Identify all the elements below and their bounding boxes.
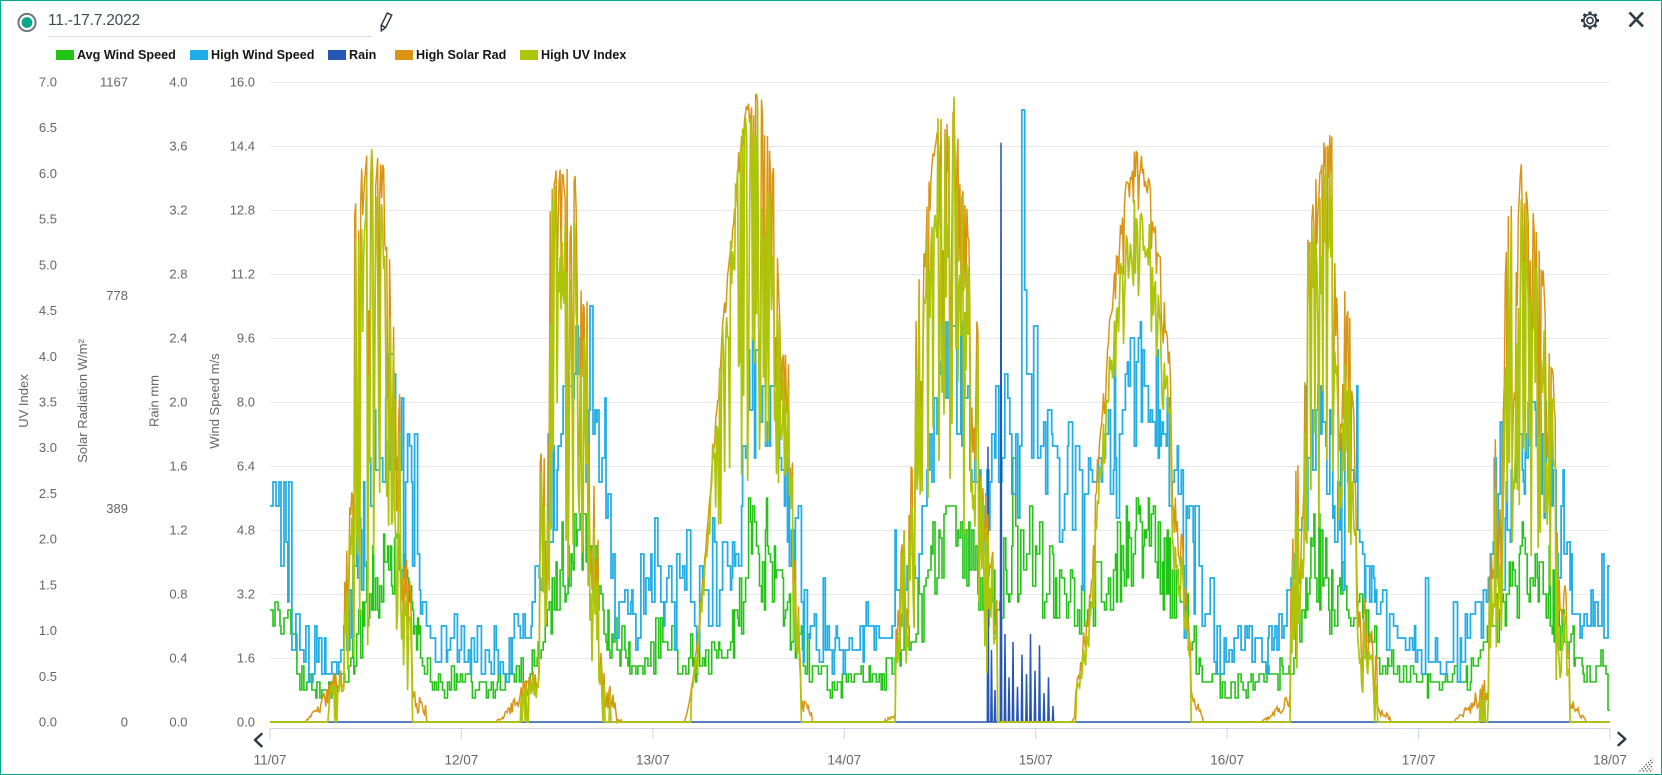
svg-text:389: 389 [106, 501, 128, 516]
svg-text:0.4: 0.4 [169, 651, 187, 666]
svg-text:4.8: 4.8 [237, 523, 255, 538]
svg-text:13/07: 13/07 [636, 753, 670, 768]
svg-text:0: 0 [121, 715, 128, 730]
svg-text:11.2: 11.2 [231, 267, 255, 282]
svg-text:12/07: 12/07 [445, 753, 479, 768]
svg-text:2.0: 2.0 [169, 395, 187, 410]
svg-text:4.0: 4.0 [39, 349, 57, 364]
svg-text:0.0: 0.0 [39, 715, 57, 730]
svg-text:12.8: 12.8 [230, 203, 255, 218]
svg-text:2.8: 2.8 [169, 267, 187, 282]
svg-text:15/07: 15/07 [1019, 753, 1053, 768]
svg-text:14/07: 14/07 [827, 753, 861, 768]
svg-text:11/07: 11/07 [254, 753, 287, 768]
svg-text:18/07: 18/07 [1593, 753, 1627, 768]
svg-text:3.2: 3.2 [237, 587, 255, 602]
svg-text:4.0: 4.0 [169, 75, 187, 90]
svg-text:6.5: 6.5 [39, 120, 57, 135]
svg-text:1.6: 1.6 [237, 651, 255, 666]
svg-text:5.0: 5.0 [39, 257, 57, 272]
svg-text:2.4: 2.4 [169, 331, 187, 346]
svg-text:4.5: 4.5 [39, 303, 57, 318]
svg-text:6.0: 6.0 [39, 166, 57, 181]
svg-text:9.6: 9.6 [237, 331, 255, 346]
svg-text:3.5: 3.5 [39, 395, 57, 410]
svg-text:14.4: 14.4 [230, 139, 255, 154]
svg-text:0.0: 0.0 [237, 715, 255, 730]
svg-text:5.5: 5.5 [39, 212, 57, 227]
svg-text:16.0: 16.0 [230, 75, 255, 90]
svg-text:2.0: 2.0 [39, 532, 57, 547]
svg-text:1.0: 1.0 [39, 623, 57, 638]
svg-text:17/07: 17/07 [1402, 753, 1436, 768]
svg-text:1.2: 1.2 [169, 523, 187, 538]
svg-text:Solar Radiation W/m²: Solar Radiation W/m² [75, 339, 90, 463]
svg-text:Rain mm: Rain mm [146, 375, 161, 427]
svg-text:UV Index: UV Index [16, 374, 31, 428]
svg-text:16/07: 16/07 [1210, 753, 1244, 768]
svg-text:3.2: 3.2 [169, 203, 187, 218]
svg-text:7.0: 7.0 [39, 75, 57, 90]
svg-text:8.0: 8.0 [237, 395, 255, 410]
svg-text:1.5: 1.5 [39, 577, 57, 592]
svg-text:0.0: 0.0 [169, 715, 187, 730]
svg-text:1167: 1167 [100, 75, 128, 90]
svg-text:3.0: 3.0 [39, 440, 57, 455]
svg-text:0.5: 0.5 [39, 669, 57, 684]
svg-text:Wind Speed m/s: Wind Speed m/s [207, 353, 222, 449]
svg-text:3.6: 3.6 [169, 139, 187, 154]
svg-text:6.4: 6.4 [237, 459, 255, 474]
svg-text:2.5: 2.5 [39, 486, 57, 501]
svg-text:778: 778 [106, 288, 128, 303]
svg-text:1.6: 1.6 [169, 459, 187, 474]
svg-text:0.8: 0.8 [169, 587, 187, 602]
